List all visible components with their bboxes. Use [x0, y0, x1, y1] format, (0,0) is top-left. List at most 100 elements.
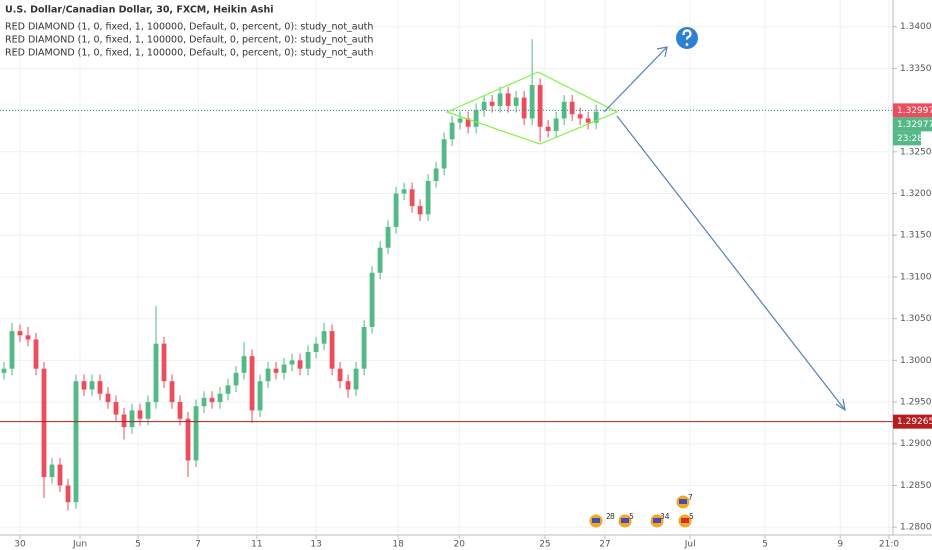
event-count: 34 [660, 512, 670, 521]
candle-body [401, 189, 407, 194]
candle-body [65, 485, 71, 503]
price-label-box [893, 414, 932, 429]
candle-body [97, 381, 103, 394]
candle-body [161, 343, 167, 382]
arrow-up [603, 46, 668, 113]
candle-body [377, 247, 383, 273]
x-tick-label: 7 [195, 540, 201, 550]
candle-body [409, 189, 415, 207]
candle-body [385, 226, 391, 248]
candle-body [177, 402, 183, 419]
x-tick-label: 9 [837, 540, 843, 550]
candle-body [497, 93, 503, 106]
candle-body [41, 368, 47, 478]
event-count: 5 [629, 512, 634, 521]
candle-body [81, 381, 87, 390]
candle-body [57, 464, 63, 486]
x-tick-label: 27 [599, 540, 610, 550]
price-label-box [893, 103, 932, 118]
grid [0, 0, 893, 533]
x-tick-label: 30 [14, 540, 26, 550]
candle-body [345, 381, 351, 390]
candle-body [305, 351, 311, 369]
candle-body [545, 126, 551, 131]
candle-body [489, 101, 495, 106]
candle-body [457, 118, 463, 123]
candle-body [353, 368, 359, 390]
price-label: 1.32977 [897, 120, 932, 130]
candle-body [265, 368, 271, 382]
candle-body [121, 414, 127, 428]
candle-body [329, 331, 335, 369]
candle-body [529, 85, 535, 119]
event-count: 8 [610, 512, 615, 521]
event-flag [621, 518, 629, 523]
study-label: RED DIAMOND (1, 0, fixed, 1, 100000, Def… [5, 35, 373, 46]
event-count: 7 [688, 493, 693, 502]
candle-body [137, 410, 143, 419]
candle-body [521, 97, 527, 119]
price-label-box [893, 117, 932, 132]
candle-body [17, 331, 23, 336]
x-tick-label: 11 [251, 540, 262, 550]
event-flag [681, 518, 689, 523]
candle-body [569, 101, 575, 115]
y-tick-label: 1.34000 [900, 22, 932, 32]
countdown-box [893, 131, 921, 146]
candle-body [169, 381, 175, 403]
candle-body [369, 272, 375, 327]
study-label: RED DIAMOND (1, 0, fixed, 1, 100000, Def… [5, 22, 373, 33]
event-count: 5 [689, 512, 694, 521]
candle-body [73, 381, 79, 503]
candle-body [361, 326, 367, 369]
candle-body [89, 381, 95, 390]
event-flag [679, 499, 687, 504]
y-tick-label: 1.31500 [900, 231, 932, 241]
y-tick-label: 1.28000 [900, 523, 932, 533]
candle-body [593, 111, 599, 123]
arrow-down [616, 115, 846, 411]
y-tick-label: 1.32500 [900, 147, 932, 157]
x-tick-label: Jul [684, 540, 696, 550]
candle-body [393, 193, 399, 227]
candle-body [241, 356, 247, 373]
price-label: 1.32997 [897, 106, 932, 116]
candle-body [513, 97, 519, 106]
x-tick-label: 25 [539, 540, 550, 550]
candle-body [193, 406, 199, 461]
event-count: 2 [606, 512, 611, 521]
candle-body [297, 360, 303, 369]
candle-body [553, 118, 559, 131]
arrow-head [656, 46, 668, 58]
y-tick-label: 1.32000 [900, 189, 932, 199]
candle-body [153, 343, 159, 403]
candle-body [33, 339, 39, 369]
candle-body [425, 181, 431, 215]
x-tick-label: 13 [310, 540, 321, 550]
candle-body [113, 402, 119, 415]
question-dot [685, 43, 689, 46]
study-label: RED DIAMOND (1, 0, fixed, 1, 100000, Def… [5, 48, 373, 59]
candle-body [225, 385, 231, 394]
x-tick-label: 21:0 [879, 540, 899, 550]
y-tick-label: 1.28500 [900, 481, 932, 491]
y-tick-label: 1.31000 [900, 272, 932, 282]
x-tick-label: 20 [454, 540, 466, 550]
chart-title: U.S. Dollar/Canadian Dollar, 30, FXCM, H… [5, 5, 273, 16]
diamond-pattern [445, 71, 619, 145]
candle-body [321, 331, 327, 344]
candle-body [465, 118, 471, 127]
candles: 2 8 5 34 7 5 [0, 39, 893, 529]
candle-body [145, 402, 151, 419]
question-glyph [682, 29, 692, 40]
candle-body [537, 85, 543, 127]
y-tick-label: 1.30000 [900, 356, 932, 366]
candle-body [249, 356, 255, 411]
x-tick-label: Jun [72, 540, 87, 550]
countdown: 23:28 [897, 134, 923, 144]
x-tick-label: 5 [762, 540, 768, 550]
candle-body [481, 101, 487, 111]
